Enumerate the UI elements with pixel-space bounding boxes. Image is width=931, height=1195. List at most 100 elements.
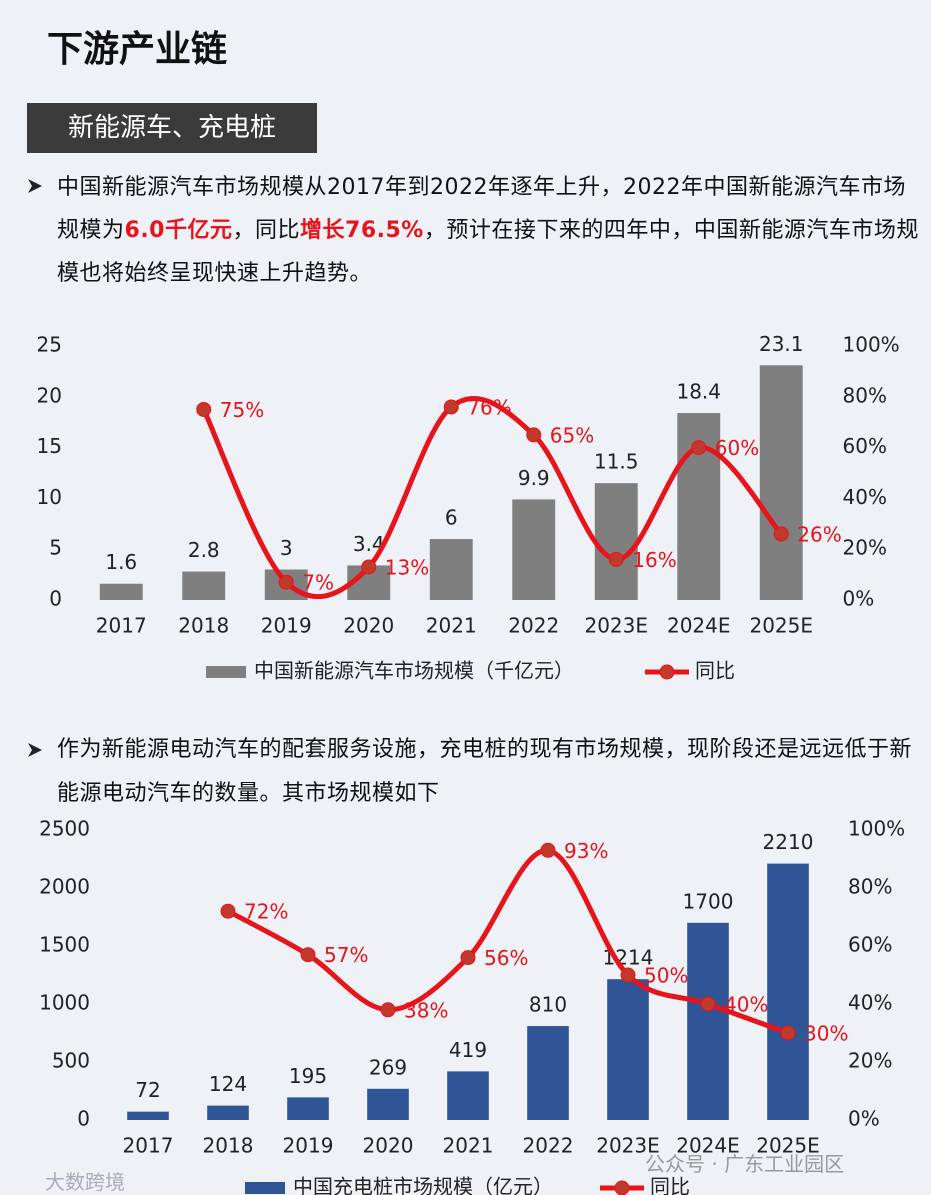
line-value-label: 72% bbox=[244, 900, 288, 924]
legend-label: 同比 bbox=[650, 1175, 690, 1195]
bar-value-label: 2210 bbox=[763, 830, 814, 854]
bar-value-label: 2.8 bbox=[188, 538, 220, 562]
y-tick-label: 2000 bbox=[39, 875, 90, 899]
bar-value-label: 124 bbox=[209, 1072, 247, 1096]
line-value-label: 16% bbox=[632, 548, 676, 572]
bar-value-label: 6 bbox=[445, 506, 458, 530]
bar bbox=[447, 1071, 489, 1120]
bar bbox=[759, 365, 803, 600]
x-tick-label: 2018 bbox=[178, 614, 229, 638]
bar bbox=[512, 499, 556, 600]
legend-swatch bbox=[206, 666, 246, 678]
highlight-text: 增长76.5% bbox=[300, 218, 424, 243]
bar bbox=[367, 1088, 409, 1120]
x-tick-label: 2017 bbox=[123, 1134, 174, 1158]
line-point bbox=[361, 559, 377, 575]
bar-value-label: 9.9 bbox=[518, 466, 550, 490]
bar bbox=[429, 539, 473, 600]
page-title: 下游产业链 bbox=[47, 29, 228, 70]
line-value-label: 50% bbox=[644, 964, 688, 988]
line-value-label: 93% bbox=[564, 839, 608, 863]
line-value-label: 40% bbox=[724, 993, 768, 1017]
bar bbox=[287, 1097, 329, 1120]
section-label: 新能源车、充电桩 bbox=[27, 103, 317, 153]
bar-value-label: 23.1 bbox=[759, 332, 804, 356]
line-point bbox=[700, 996, 716, 1012]
y-tick-label: 2500 bbox=[39, 817, 90, 841]
bar-value-label: 3 bbox=[280, 536, 293, 560]
bar-value-label: 18.4 bbox=[676, 380, 721, 404]
watermark: 大数跨境 bbox=[45, 1170, 125, 1194]
x-tick-label: 2025E bbox=[756, 1134, 820, 1158]
line-value-label: 26% bbox=[797, 522, 841, 546]
line-value-label: 7% bbox=[302, 571, 334, 595]
y2-tick-label: 60% bbox=[848, 933, 892, 957]
legend-label: 中国充电桩市场规模（亿元） bbox=[293, 1175, 553, 1195]
bar-value-label: 11.5 bbox=[594, 450, 639, 474]
line-value-label: 13% bbox=[385, 555, 429, 579]
y2-tick-label: 0% bbox=[848, 1107, 880, 1131]
line-value-label: 56% bbox=[484, 946, 528, 970]
line-value-label: 65% bbox=[550, 423, 594, 447]
x-tick-label: 2025E bbox=[749, 614, 813, 638]
x-tick-label: 2023E bbox=[584, 614, 648, 638]
y2-tick-label: 20% bbox=[843, 536, 887, 560]
line-point bbox=[278, 574, 294, 590]
legend-label: 同比 bbox=[695, 659, 735, 683]
y-tick-label: 0 bbox=[77, 1107, 90, 1131]
line-value-label: 30% bbox=[804, 1022, 848, 1046]
x-tick-label: 2021 bbox=[443, 1134, 494, 1158]
x-tick-label: 2023E bbox=[596, 1134, 660, 1158]
legend-label: 中国新能源汽车市场规模（千亿元） bbox=[254, 659, 574, 683]
bullet bbox=[28, 179, 42, 193]
y-tick-label: 500 bbox=[52, 1049, 90, 1073]
line-point bbox=[443, 399, 459, 415]
line-point bbox=[780, 1025, 796, 1041]
line-value-label: 60% bbox=[715, 436, 759, 460]
x-tick-label: 2024E bbox=[667, 614, 731, 638]
line-point bbox=[526, 427, 542, 443]
y2-tick-label: 20% bbox=[848, 1049, 892, 1073]
bar bbox=[127, 1111, 169, 1120]
x-tick-label: 2022 bbox=[508, 614, 559, 638]
bar bbox=[99, 583, 143, 600]
y2-tick-label: 0% bbox=[843, 587, 875, 611]
bar bbox=[182, 571, 226, 600]
bar-value-label: 195 bbox=[289, 1064, 327, 1088]
bar-value-label: 810 bbox=[529, 993, 567, 1017]
bar-value-label: 1700 bbox=[683, 889, 734, 913]
y2-tick-label: 40% bbox=[843, 485, 887, 509]
x-tick-label: 2021 bbox=[426, 614, 477, 638]
x-tick-label: 2019 bbox=[261, 614, 312, 638]
y-tick-label: 1500 bbox=[39, 933, 90, 957]
x-tick-label: 2017 bbox=[96, 614, 147, 638]
bar bbox=[607, 979, 649, 1120]
legend-swatch bbox=[614, 1180, 630, 1195]
x-tick-label: 2022 bbox=[523, 1134, 574, 1158]
y2-tick-label: 60% bbox=[843, 434, 887, 458]
y2-tick-label: 80% bbox=[843, 383, 887, 407]
y-tick-label: 10 bbox=[37, 485, 62, 509]
line-value-label: 38% bbox=[404, 998, 448, 1022]
bar bbox=[594, 483, 638, 600]
text: 中国新能源汽车市场规模从2017年到2022年逐年上升，2022年中国新能源汽车… bbox=[57, 175, 906, 243]
line-point bbox=[196, 402, 212, 417]
line-value-label: 76% bbox=[467, 395, 511, 419]
legend-swatch bbox=[659, 664, 675, 680]
y2-tick-label: 80% bbox=[848, 875, 892, 899]
bar bbox=[767, 863, 809, 1120]
bar-value-label: 1.6 bbox=[105, 550, 137, 574]
line bbox=[226, 847, 789, 1036]
line-point bbox=[773, 526, 789, 542]
x-tick-label: 2020 bbox=[363, 1134, 414, 1158]
x-tick-label: 2024E bbox=[676, 1134, 740, 1158]
paragraph: 作为新能源电动汽车的配套服务设施，充电桩的现有市场规模，现阶段还是远远低于新能源… bbox=[57, 728, 922, 816]
bar-value-label: 72 bbox=[135, 1078, 160, 1102]
bullet bbox=[28, 743, 42, 757]
y2-tick-label: 100% bbox=[843, 333, 900, 357]
text: ，预计在接下来的四年中，中国新能源汽车市场规模也将始终呈现快速上升趋势。 bbox=[57, 218, 919, 286]
bar-value-label: 419 bbox=[449, 1038, 487, 1062]
line-point bbox=[608, 551, 624, 567]
